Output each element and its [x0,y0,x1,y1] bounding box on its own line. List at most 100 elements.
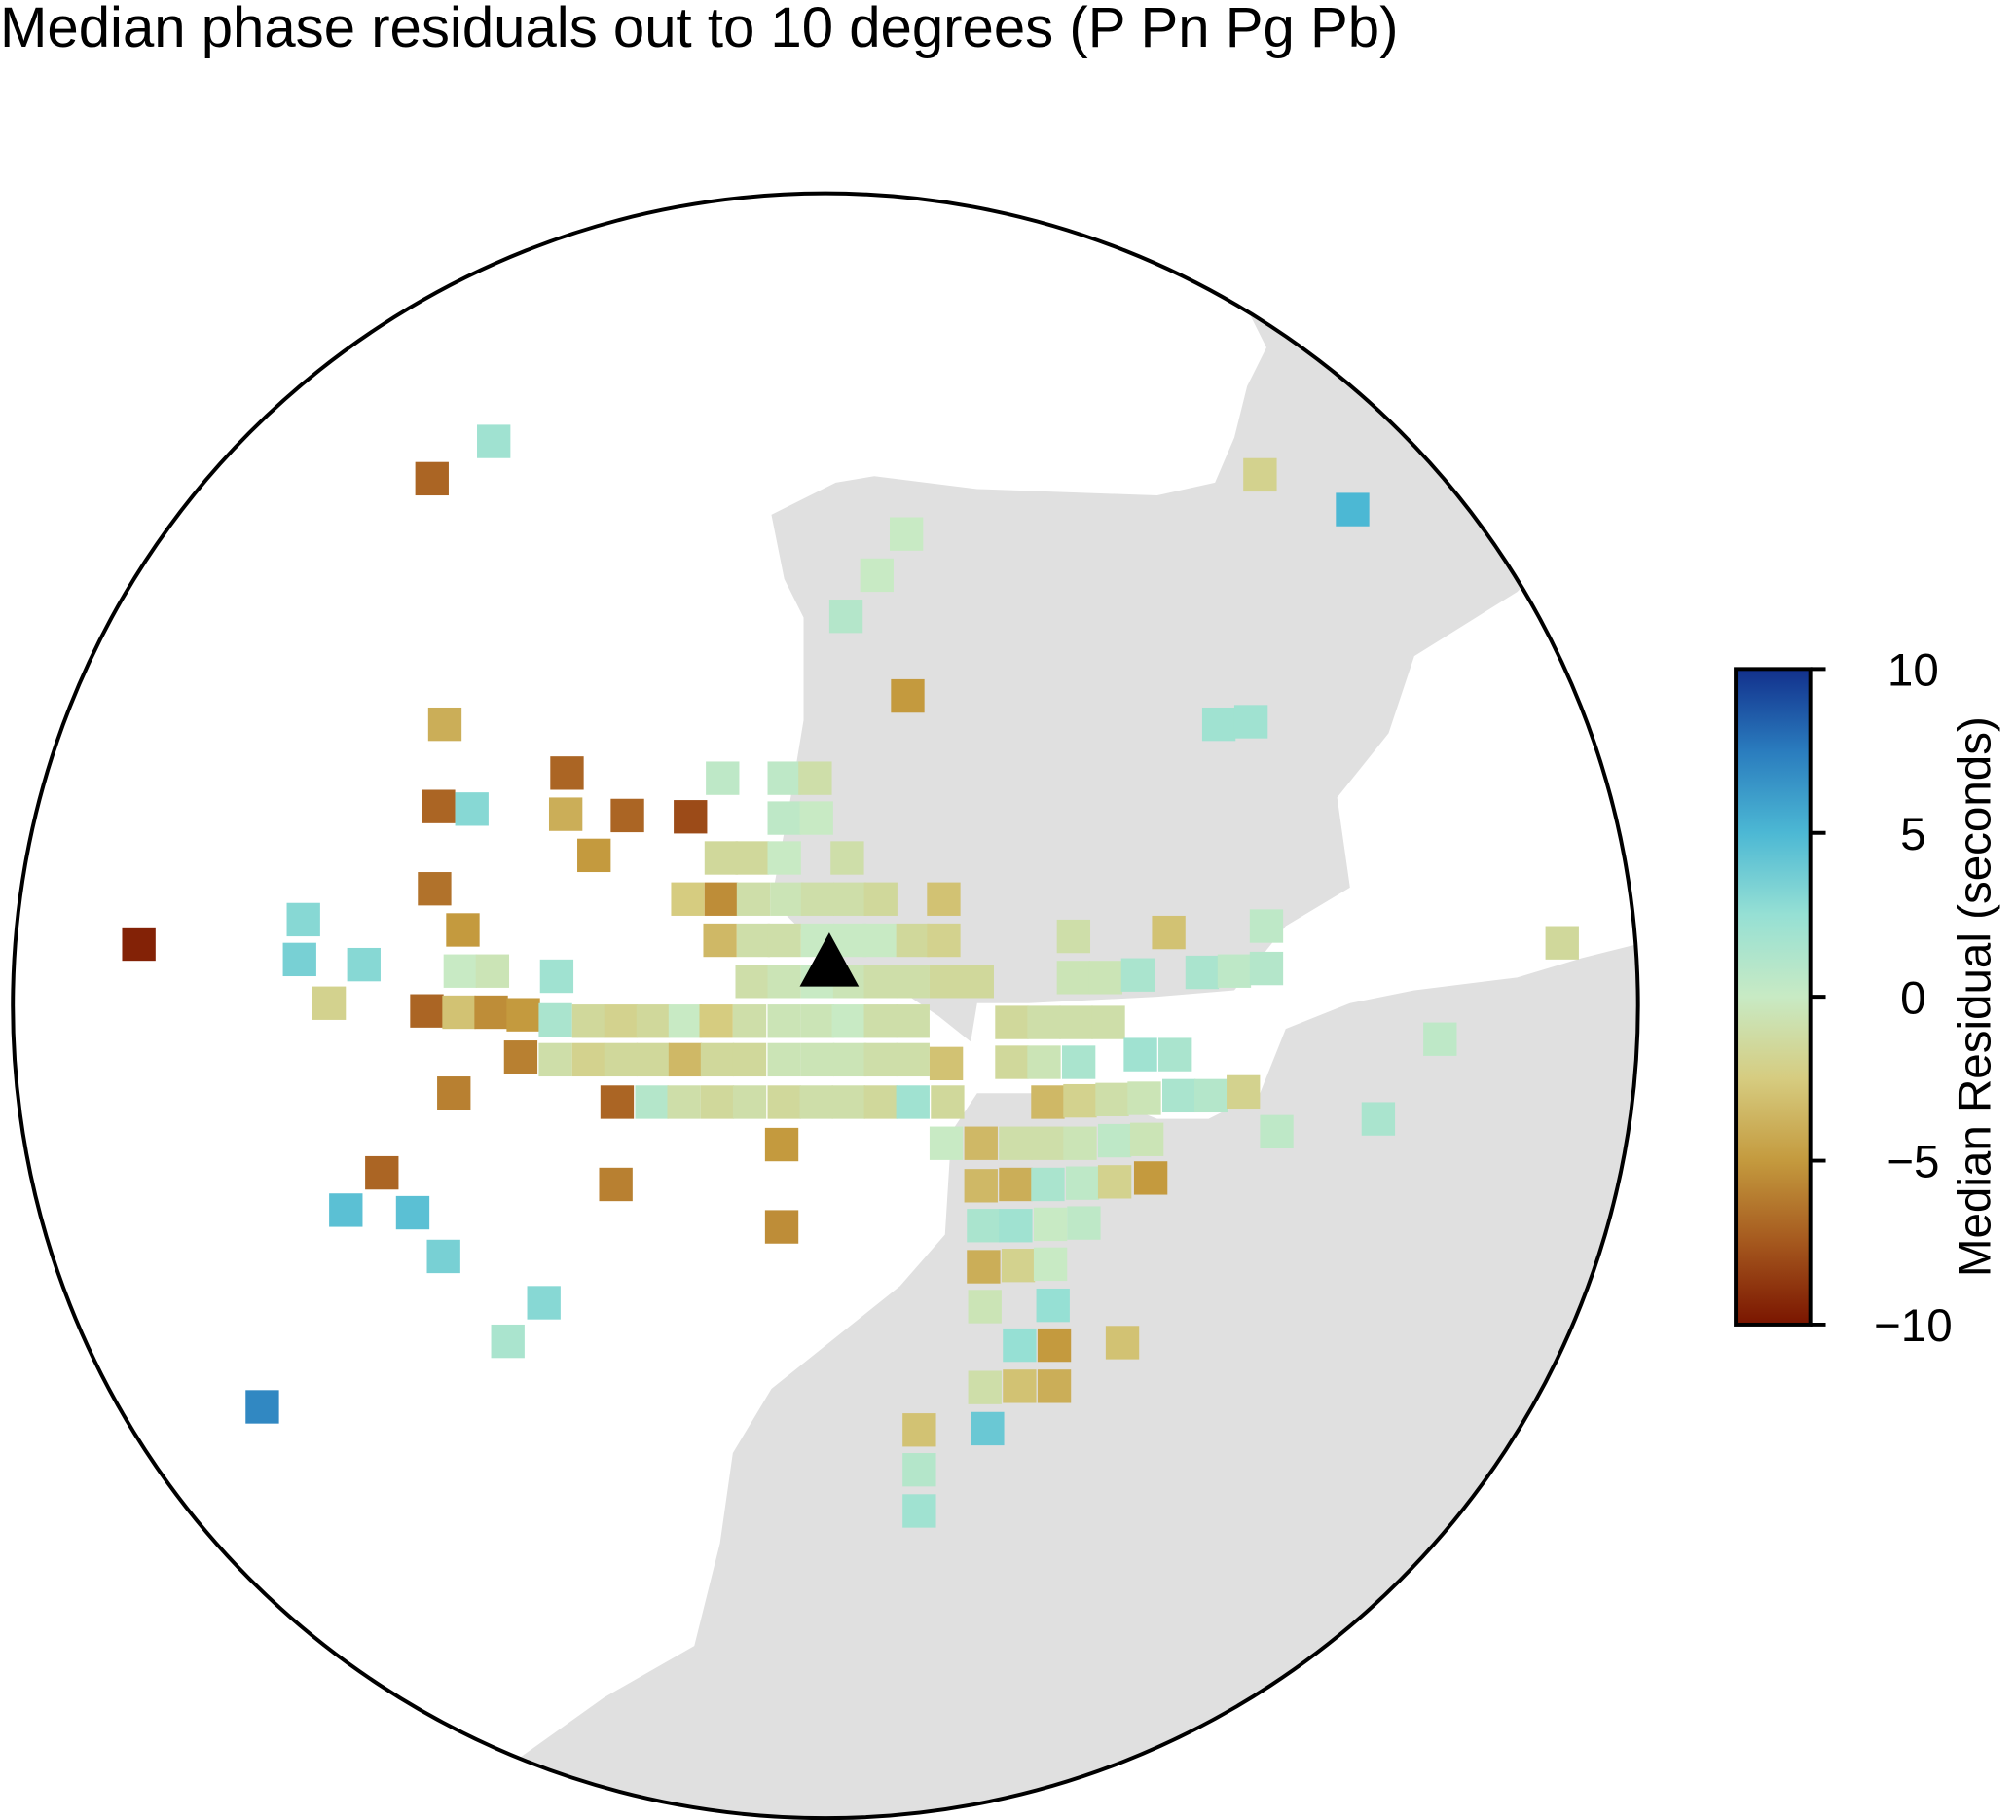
residual-cell [967,1250,1001,1284]
residual-cell [700,1042,735,1077]
residual-cell [1027,1045,1061,1079]
residual-cell [446,913,480,947]
residual-cell [735,841,769,875]
residual-cell [931,1085,965,1119]
residual-cell [418,872,452,906]
residual-cell [550,756,584,790]
residual-cell [604,1004,639,1038]
residual-cell [1003,1369,1037,1403]
residual-cell [1056,919,1091,954]
residual-cell [929,965,964,999]
residual-cell [999,1126,1033,1160]
residual-cell [832,882,867,916]
residual-cell [1088,961,1123,995]
residual-cell [365,1155,399,1190]
residual-cell [600,1085,635,1119]
residual-cell [863,1085,898,1119]
residual-cell [1063,1126,1097,1160]
residual-cell [863,1004,898,1038]
residual-cell [896,1085,930,1119]
colorbar [1734,667,1813,1327]
residual-cell [704,882,739,916]
residual-cell [1233,705,1268,739]
residual-cell [889,517,924,551]
residual-cell [967,1209,1001,1243]
residual-cell [668,1004,703,1038]
residual-cell [968,1290,1002,1324]
residual-cell [599,1167,633,1202]
residual-cell [604,1042,639,1077]
residual-cell [699,1004,733,1038]
residual-cell [767,1004,801,1038]
residual-cell [1031,1167,1065,1202]
residual-cell [999,1167,1033,1202]
residual-cell [736,882,771,916]
residual-cell [830,841,864,875]
residual-cell [437,1076,471,1110]
residual-cell [571,1004,606,1038]
residual-cell [1037,1369,1072,1403]
residual-cell [667,1085,701,1119]
residual-cell [1336,492,1370,527]
residual-cell [427,707,462,742]
residual-cell [706,761,740,795]
residual-cell [635,1085,669,1119]
residual-cell [735,965,769,999]
residual-cell [312,986,347,1020]
residual-cell [1003,1328,1037,1363]
residual-cell [767,923,801,958]
residual-cell [862,923,897,958]
residual-cell [703,923,737,958]
residual-cell [636,1042,671,1077]
residual-cell [506,998,540,1032]
residual-cell [896,923,930,958]
residual-cell [1361,1102,1396,1136]
residual-cell [1123,1037,1157,1072]
residual-cell [282,942,316,977]
residual-cell [1105,1326,1140,1360]
residual-cell [539,959,574,994]
residual-cell [1260,1114,1294,1149]
residual-cell [896,1042,930,1077]
residual-cell [1063,1083,1097,1118]
residual-cell [1031,1126,1065,1160]
residual-cell [1158,1037,1192,1072]
residual-cell [329,1193,363,1227]
residual-cell [1001,1249,1036,1283]
residual-cell [927,882,961,916]
residual-cell [929,1126,964,1160]
residual-cell [863,882,898,916]
residual-cell [800,1042,835,1077]
residual-cell [1097,1123,1132,1158]
residual-cell [736,923,771,958]
residual-cell [1185,955,1220,990]
residual-cell [732,1042,767,1077]
colorbar-tick-label: −5 [1887,1137,1939,1188]
residual-cell [902,1413,936,1447]
residual-cell [1059,1005,1093,1039]
chart-title: Median phase residuals out to 10 degrees… [0,0,1398,59]
residual-cell [1056,961,1091,995]
colorbar-label: Median Residual (seconds) [1950,716,2001,1277]
residual-cell [1095,1082,1129,1116]
residual-cell [831,1085,865,1119]
residual-cell [700,1085,735,1119]
colorbar-tick-label: 5 [1900,809,1925,860]
residual-cell [995,1005,1029,1039]
residual-cell [860,558,894,593]
residual-cell [1061,1045,1096,1079]
residual-cell [902,1494,936,1528]
residual-cell [798,761,832,795]
residual-cell [1129,1122,1164,1156]
residual-cell [674,800,708,834]
residual-cell [503,1040,538,1074]
residual-cell [636,1004,671,1038]
residual-cell [968,1370,1002,1404]
residual-cell [422,789,456,823]
residual-cell [891,678,925,713]
residual-cell [571,1042,606,1077]
residual-cell [548,797,583,831]
colorbar-tick-label: 0 [1900,972,1925,1024]
residual-cell [764,1127,799,1162]
